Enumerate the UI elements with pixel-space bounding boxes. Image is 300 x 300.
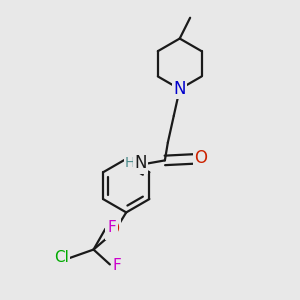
Text: H: H bbox=[125, 156, 135, 170]
Text: F: F bbox=[108, 220, 116, 235]
Text: N: N bbox=[134, 154, 146, 172]
Text: Cl: Cl bbox=[54, 250, 69, 266]
Text: F: F bbox=[112, 258, 121, 273]
Text: O: O bbox=[106, 220, 119, 238]
Text: O: O bbox=[195, 149, 208, 167]
Text: N: N bbox=[173, 80, 186, 98]
